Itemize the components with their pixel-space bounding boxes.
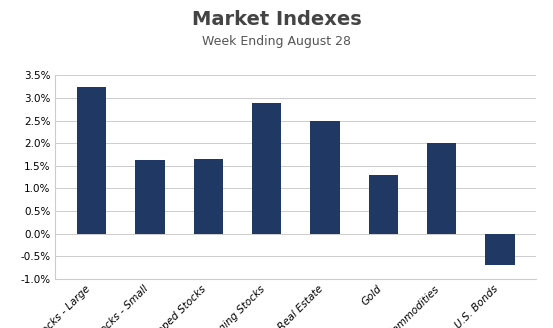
Bar [77,87,106,234]
Bar [135,160,165,234]
Text: Week Ending August 28: Week Ending August 28 [202,34,351,48]
Bar [427,143,456,234]
Bar [486,234,514,265]
Bar [310,121,340,234]
Bar [369,175,398,234]
Bar [252,103,281,234]
Text: Market Indexes: Market Indexes [192,10,361,29]
Bar [194,159,223,234]
